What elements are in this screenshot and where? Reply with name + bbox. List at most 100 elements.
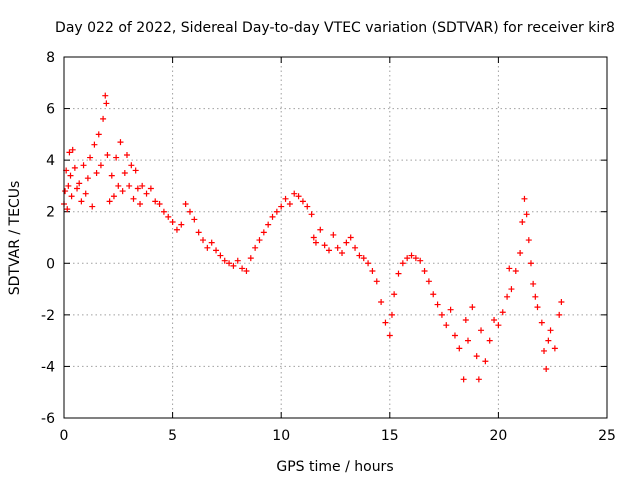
y-tick-label: 4 xyxy=(46,153,55,169)
data-point xyxy=(388,311,395,318)
data-point xyxy=(80,162,87,169)
data-point xyxy=(68,193,75,200)
data-point xyxy=(521,195,528,202)
y-tick-label: -2 xyxy=(41,308,55,324)
data-point xyxy=(128,162,135,169)
data-point xyxy=(421,268,428,275)
data-point xyxy=(97,162,104,169)
data-point xyxy=(247,255,254,262)
data-point xyxy=(213,247,220,254)
data-point xyxy=(475,376,482,383)
x-tick-label: 20 xyxy=(489,428,507,444)
data-point xyxy=(256,237,263,244)
y-axis-label: SDTVAR / TECUs xyxy=(7,181,23,296)
x-axis-label: GPS time / hours xyxy=(276,459,393,475)
data-point xyxy=(534,304,541,311)
data-point xyxy=(530,280,537,287)
data-point xyxy=(156,200,163,207)
data-point xyxy=(123,151,130,158)
data-point xyxy=(134,185,141,192)
data-point xyxy=(412,255,419,262)
data-point xyxy=(547,327,554,334)
data-point xyxy=(517,249,524,256)
data-point xyxy=(230,262,237,269)
data-point xyxy=(506,265,513,272)
data-point xyxy=(143,190,150,197)
data-point xyxy=(478,327,485,334)
data-point xyxy=(65,182,72,189)
data-point xyxy=(234,257,241,264)
data-point xyxy=(312,239,319,246)
data-point xyxy=(386,332,393,339)
data-point xyxy=(404,255,411,262)
data-point xyxy=(473,353,480,360)
axis-ticks: 0 5 10 15 20 25 -6 -4 -2 0 2 4 6 8 xyxy=(41,50,616,444)
data-point xyxy=(104,151,111,158)
data-point xyxy=(82,190,89,197)
data-point xyxy=(321,242,328,249)
data-point xyxy=(304,203,311,210)
data-point xyxy=(330,231,337,238)
data-point xyxy=(208,239,215,246)
data-point xyxy=(464,337,471,344)
data-point xyxy=(399,260,406,267)
data-point xyxy=(339,249,346,256)
y-tick-label: -4 xyxy=(41,359,55,375)
data-point xyxy=(243,268,250,275)
data-point xyxy=(512,268,519,275)
data-point xyxy=(108,172,115,179)
data-point xyxy=(71,164,78,171)
data-point xyxy=(200,237,207,244)
data-point xyxy=(182,200,189,207)
data-point xyxy=(95,131,102,138)
data-point xyxy=(286,200,293,207)
data-point xyxy=(434,301,441,308)
data-point xyxy=(152,198,159,205)
data-point xyxy=(504,293,511,300)
y-tick-label: 8 xyxy=(46,50,55,66)
data-point xyxy=(91,141,98,148)
data-point xyxy=(430,291,437,298)
data-point xyxy=(558,298,565,305)
data-point xyxy=(295,193,302,200)
data-point xyxy=(369,268,376,275)
data-point xyxy=(93,170,100,177)
y-tick-label: 2 xyxy=(46,205,55,221)
data-point xyxy=(462,317,469,324)
data-point xyxy=(417,257,424,264)
data-point xyxy=(499,309,506,316)
data-point xyxy=(103,100,110,107)
data-point xyxy=(74,185,81,192)
chart-title: Day 022 of 2022, Sidereal Day-to-day VTE… xyxy=(55,20,615,36)
x-tick-label: 10 xyxy=(272,428,290,444)
data-point xyxy=(519,219,526,226)
data-point xyxy=(169,219,176,226)
grid xyxy=(64,57,607,418)
data-point xyxy=(139,182,146,189)
data-point xyxy=(438,311,445,318)
data-point xyxy=(66,149,73,156)
data-point xyxy=(191,216,198,223)
x-tick-label: 5 xyxy=(168,428,177,444)
data-point xyxy=(482,358,489,365)
data-point xyxy=(221,257,228,264)
data-point xyxy=(391,291,398,298)
data-point xyxy=(538,319,545,326)
data-point xyxy=(84,175,91,182)
data-point xyxy=(130,195,137,202)
data-point xyxy=(165,213,172,220)
data-point xyxy=(395,270,402,277)
data-point xyxy=(126,182,133,189)
data-point xyxy=(137,200,144,207)
data-point xyxy=(132,167,139,174)
data-point xyxy=(447,306,454,313)
data-point xyxy=(469,304,476,311)
data-point xyxy=(456,345,463,352)
data-point xyxy=(115,182,122,189)
data-point xyxy=(347,234,354,241)
data-point xyxy=(278,203,285,210)
data-point xyxy=(265,221,272,228)
data-point xyxy=(334,244,341,251)
data-point xyxy=(556,311,563,318)
data-point xyxy=(110,193,117,200)
